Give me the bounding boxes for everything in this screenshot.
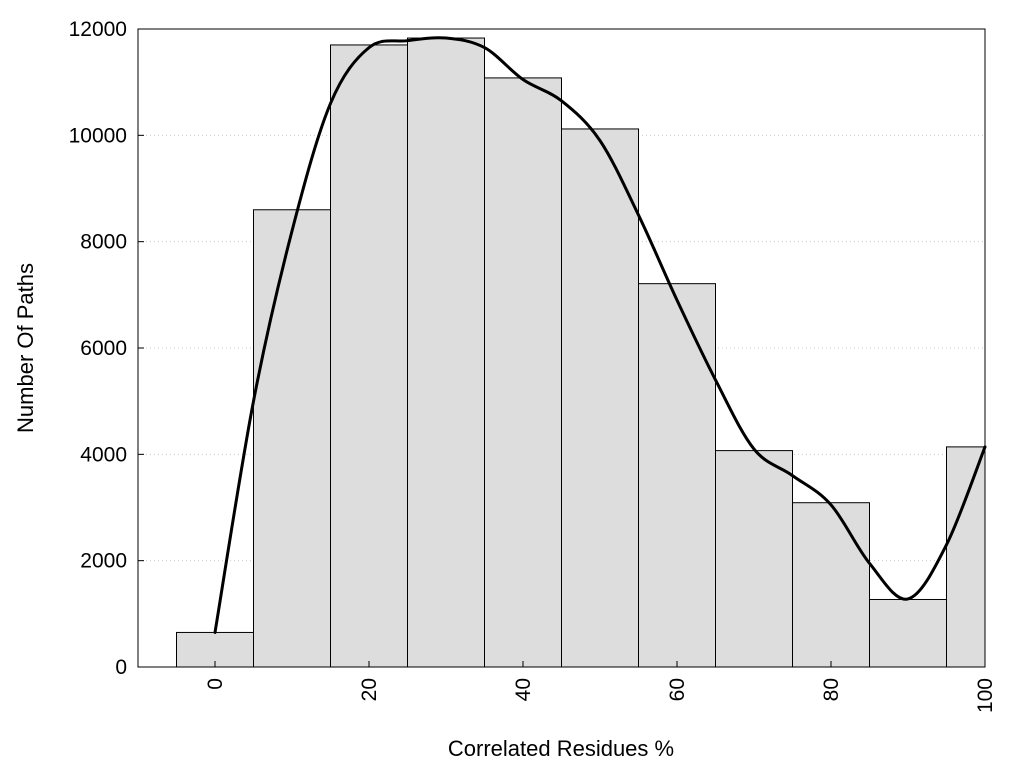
y-tick-label: 10000 <box>69 124 127 147</box>
x-tick-label: 0 <box>204 678 227 690</box>
x-tick-label: 100 <box>974 678 997 713</box>
y-tick-label: 2000 <box>80 550 127 573</box>
y-tick-label: 8000 <box>80 231 127 254</box>
x-axis-ticks: 0 20 40 60 80 100 <box>204 661 997 713</box>
bars <box>176 37 986 668</box>
y-tick-label: 12000 <box>69 18 127 41</box>
histogram-bar <box>561 128 639 668</box>
x-tick-label: 20 <box>358 678 381 701</box>
x-tick-label: 40 <box>512 678 535 701</box>
histogram-bar <box>792 502 870 668</box>
x-tick-label: 80 <box>820 678 843 701</box>
histogram-bar <box>715 450 793 668</box>
histogram-bar <box>638 283 716 668</box>
histogram-bar <box>407 37 485 668</box>
x-axis-title: Correlated Residues % <box>448 736 674 761</box>
histogram-bar <box>330 44 408 668</box>
density-curve-layer <box>213 36 987 634</box>
x-tick-label: 60 <box>666 678 689 701</box>
y-axis-ticks: 0 2000 4000 6000 8000 10000 12000 <box>69 18 144 679</box>
y-tick-label: 0 <box>115 656 127 679</box>
histogram-bar <box>484 77 562 668</box>
y-axis-title: Number Of Paths <box>13 263 38 433</box>
density-curve <box>213 36 987 634</box>
histogram-bar <box>869 598 947 668</box>
y-tick-label: 4000 <box>80 443 127 466</box>
y-tick-label: 6000 <box>80 337 127 360</box>
histogram-bar <box>946 446 986 668</box>
histogram-bar <box>253 209 331 668</box>
